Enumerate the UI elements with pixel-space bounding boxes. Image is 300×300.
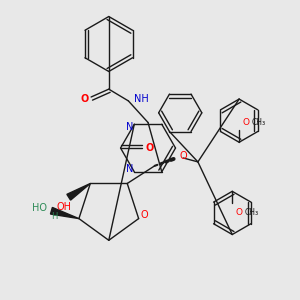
Text: H: H	[51, 212, 57, 221]
Polygon shape	[50, 207, 79, 219]
Text: CH₃: CH₃	[245, 208, 259, 217]
Text: N: N	[126, 122, 133, 132]
Text: N: N	[126, 164, 133, 174]
Text: O: O	[179, 151, 187, 161]
Text: O: O	[141, 210, 148, 220]
Text: HO: HO	[32, 203, 47, 213]
Text: CH₃: CH₃	[252, 118, 266, 127]
Polygon shape	[67, 184, 90, 200]
Text: O: O	[80, 94, 88, 104]
Text: O: O	[235, 208, 242, 217]
Text: O: O	[242, 118, 249, 127]
Text: O: O	[146, 143, 154, 153]
Text: OH: OH	[56, 202, 71, 212]
Text: NH: NH	[134, 94, 149, 104]
